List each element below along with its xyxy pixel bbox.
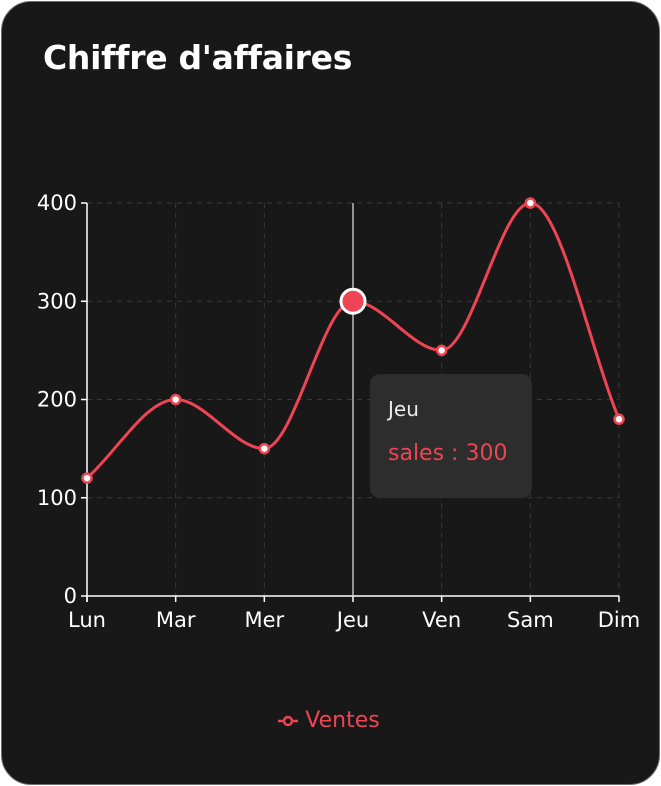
data-point-mer[interactable] — [258, 442, 271, 455]
legend-line-icon — [278, 715, 299, 726]
y-tick-label-300: 300 — [37, 289, 77, 313]
data-point-dim[interactable] — [613, 413, 625, 425]
x-tick-label-mar: Mar — [156, 608, 196, 632]
data-point-lun[interactable] — [81, 472, 93, 484]
y-tick-label-0: 0 — [64, 584, 77, 608]
x-tick-label-lun: Lun — [68, 608, 106, 632]
x-tick-label-ven: Ven — [422, 608, 461, 632]
active-dot-jeu[interactable] — [339, 287, 367, 315]
chart-tooltip: Jeu sales : 300 — [370, 374, 532, 498]
data-point-mar[interactable] — [169, 393, 182, 406]
x-tick-label-mer: Mer — [244, 608, 284, 632]
series-ventes[interactable] — [81, 197, 625, 484]
data-point-ven[interactable] — [435, 344, 448, 357]
tooltip-value: sales : 300 — [388, 441, 508, 466]
legend-label: Ventes — [305, 708, 380, 733]
data-point-sam[interactable] — [524, 197, 537, 209]
y-tick-label-400: 400 — [37, 191, 77, 215]
chart-title: Chiffre d'affaires — [43, 38, 353, 77]
tooltip-label: Jeu — [388, 397, 419, 421]
y-tick-label-200: 200 — [37, 388, 77, 412]
x-tick-label-sam: Sam — [507, 608, 554, 632]
y-tick-label-100: 100 — [37, 486, 77, 510]
chart-legend[interactable]: Ventes — [2, 708, 657, 733]
axes: 0 100 200 300 400 Lun Mar Mer Jeu Ven Sam Dim — [37, 191, 640, 632]
x-tick-label-dim: Dim — [598, 608, 640, 632]
x-tick-label-jeu: Jeu — [335, 608, 369, 632]
